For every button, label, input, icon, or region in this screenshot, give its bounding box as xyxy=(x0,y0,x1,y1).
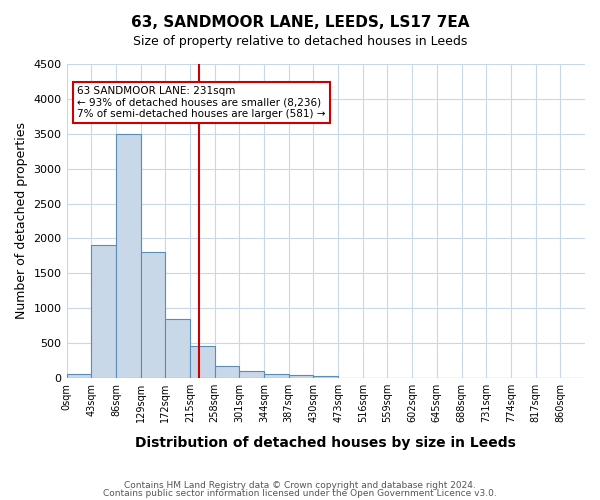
Text: Contains public sector information licensed under the Open Government Licence v3: Contains public sector information licen… xyxy=(103,488,497,498)
Y-axis label: Number of detached properties: Number of detached properties xyxy=(15,122,28,320)
Text: Contains HM Land Registry data © Crown copyright and database right 2024.: Contains HM Land Registry data © Crown c… xyxy=(124,481,476,490)
Text: 63, SANDMOOR LANE, LEEDS, LS17 7EA: 63, SANDMOOR LANE, LEEDS, LS17 7EA xyxy=(131,15,469,30)
Bar xyxy=(165,318,190,378)
Bar xyxy=(289,375,313,378)
Bar xyxy=(116,134,140,378)
X-axis label: Distribution of detached houses by size in Leeds: Distribution of detached houses by size … xyxy=(136,436,516,450)
Bar xyxy=(91,246,116,378)
Text: Size of property relative to detached houses in Leeds: Size of property relative to detached ho… xyxy=(133,35,467,48)
Bar xyxy=(239,371,264,378)
Bar xyxy=(264,374,289,378)
Text: 63 SANDMOOR LANE: 231sqm
← 93% of detached houses are smaller (8,236)
7% of semi: 63 SANDMOOR LANE: 231sqm ← 93% of detach… xyxy=(77,86,325,119)
Bar xyxy=(215,366,239,378)
Bar xyxy=(313,376,338,378)
Bar xyxy=(190,346,215,378)
Bar xyxy=(67,374,91,378)
Bar xyxy=(140,252,165,378)
